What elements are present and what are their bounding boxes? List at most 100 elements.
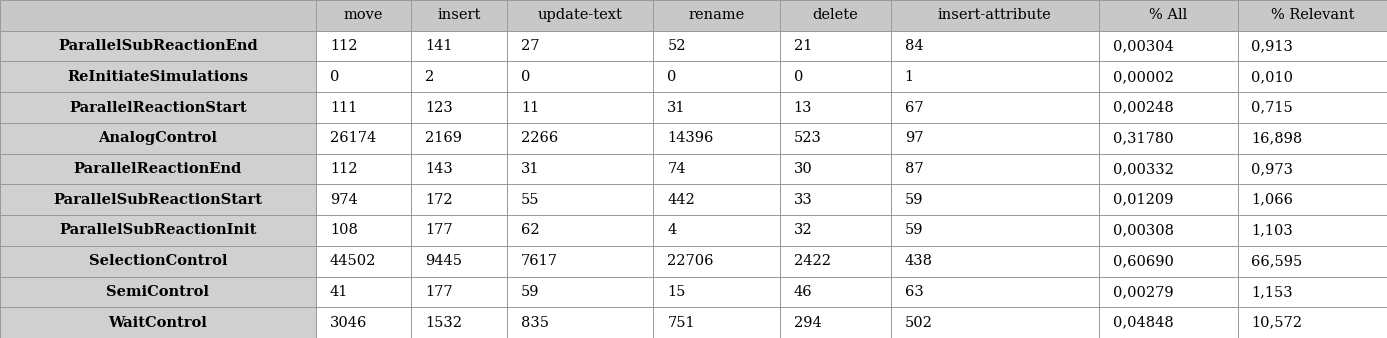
Text: 7617: 7617 (522, 254, 558, 268)
Bar (779, 123, 890, 154)
Bar (890, 215, 1099, 246)
Text: insert-attribute: insert-attribute (938, 8, 1051, 22)
Bar (1237, 246, 1387, 276)
Bar (0, 246, 316, 276)
Bar (412, 184, 508, 215)
Text: 438: 438 (904, 254, 932, 268)
Text: 523: 523 (793, 131, 821, 145)
Bar (890, 0, 1099, 31)
Bar (508, 62, 653, 92)
Text: SelectionControl: SelectionControl (89, 254, 227, 268)
Text: 84: 84 (904, 39, 924, 53)
Bar (508, 123, 653, 154)
Bar (508, 92, 653, 123)
Text: ParallelSubReactionStart: ParallelSubReactionStart (54, 193, 262, 207)
Text: 974: 974 (330, 193, 358, 207)
Bar (412, 154, 508, 184)
Text: 442: 442 (667, 193, 695, 207)
Bar (1099, 0, 1237, 31)
Bar (1237, 123, 1387, 154)
Text: move: move (344, 8, 383, 22)
Text: 31: 31 (667, 100, 685, 115)
Text: 16,898: 16,898 (1251, 131, 1302, 145)
Text: 0,04848: 0,04848 (1112, 316, 1173, 330)
Text: WaitControl: WaitControl (108, 316, 208, 330)
Bar (1237, 276, 1387, 307)
Text: AnalogControl: AnalogControl (98, 131, 218, 145)
Bar (508, 246, 653, 276)
Text: 2: 2 (426, 70, 434, 84)
Bar (508, 184, 653, 215)
Text: 1,066: 1,066 (1251, 193, 1294, 207)
Text: % All: % All (1148, 8, 1187, 22)
Text: 27: 27 (522, 39, 540, 53)
Text: 74: 74 (667, 162, 685, 176)
Bar (890, 62, 1099, 92)
Text: 66,595: 66,595 (1251, 254, 1302, 268)
Text: delete: delete (813, 8, 859, 22)
Bar (1237, 154, 1387, 184)
Bar (412, 307, 508, 338)
Bar (890, 276, 1099, 307)
Bar (508, 307, 653, 338)
Bar (316, 0, 412, 31)
Bar (779, 246, 890, 276)
Bar (316, 154, 412, 184)
Text: 0,00002: 0,00002 (1112, 70, 1173, 84)
Text: 0,715: 0,715 (1251, 100, 1293, 115)
Bar (508, 31, 653, 62)
Text: 62: 62 (522, 223, 540, 238)
Bar (0, 62, 316, 92)
Bar (412, 0, 508, 31)
Bar (1099, 92, 1237, 123)
Bar (1099, 31, 1237, 62)
Bar (653, 154, 779, 184)
Bar (653, 307, 779, 338)
Bar (0, 123, 316, 154)
Text: update-text: update-text (538, 8, 623, 22)
Bar (0, 215, 316, 246)
Text: 2169: 2169 (426, 131, 462, 145)
Text: 33: 33 (793, 193, 813, 207)
Text: 21: 21 (793, 39, 811, 53)
Text: 46: 46 (793, 285, 813, 299)
Text: 177: 177 (426, 285, 454, 299)
Bar (779, 31, 890, 62)
Bar (1099, 215, 1237, 246)
Text: 32: 32 (793, 223, 813, 238)
Text: ParallelReactionStart: ParallelReactionStart (69, 100, 247, 115)
Bar (1237, 0, 1387, 31)
Bar (1237, 62, 1387, 92)
Bar (316, 184, 412, 215)
Bar (653, 92, 779, 123)
Text: 3046: 3046 (330, 316, 368, 330)
Text: 1: 1 (904, 70, 914, 84)
Text: insert: insert (437, 8, 481, 22)
Text: 0,00304: 0,00304 (1112, 39, 1173, 53)
Bar (1237, 31, 1387, 62)
Bar (0, 184, 316, 215)
Bar (316, 246, 412, 276)
Text: 15: 15 (667, 285, 685, 299)
Bar (1237, 92, 1387, 123)
Bar (890, 184, 1099, 215)
Text: 294: 294 (793, 316, 821, 330)
Bar (653, 123, 779, 154)
Text: 59: 59 (904, 223, 924, 238)
Bar (412, 215, 508, 246)
Text: 2266: 2266 (522, 131, 558, 145)
Text: 2422: 2422 (793, 254, 831, 268)
Bar (779, 184, 890, 215)
Bar (653, 184, 779, 215)
Text: 111: 111 (330, 100, 358, 115)
Bar (890, 246, 1099, 276)
Text: 112: 112 (330, 162, 358, 176)
Bar (653, 246, 779, 276)
Text: 1,103: 1,103 (1251, 223, 1293, 238)
Text: 0,01209: 0,01209 (1112, 193, 1173, 207)
Bar (412, 276, 508, 307)
Bar (508, 154, 653, 184)
Bar (1237, 215, 1387, 246)
Bar (1099, 62, 1237, 92)
Bar (0, 154, 316, 184)
